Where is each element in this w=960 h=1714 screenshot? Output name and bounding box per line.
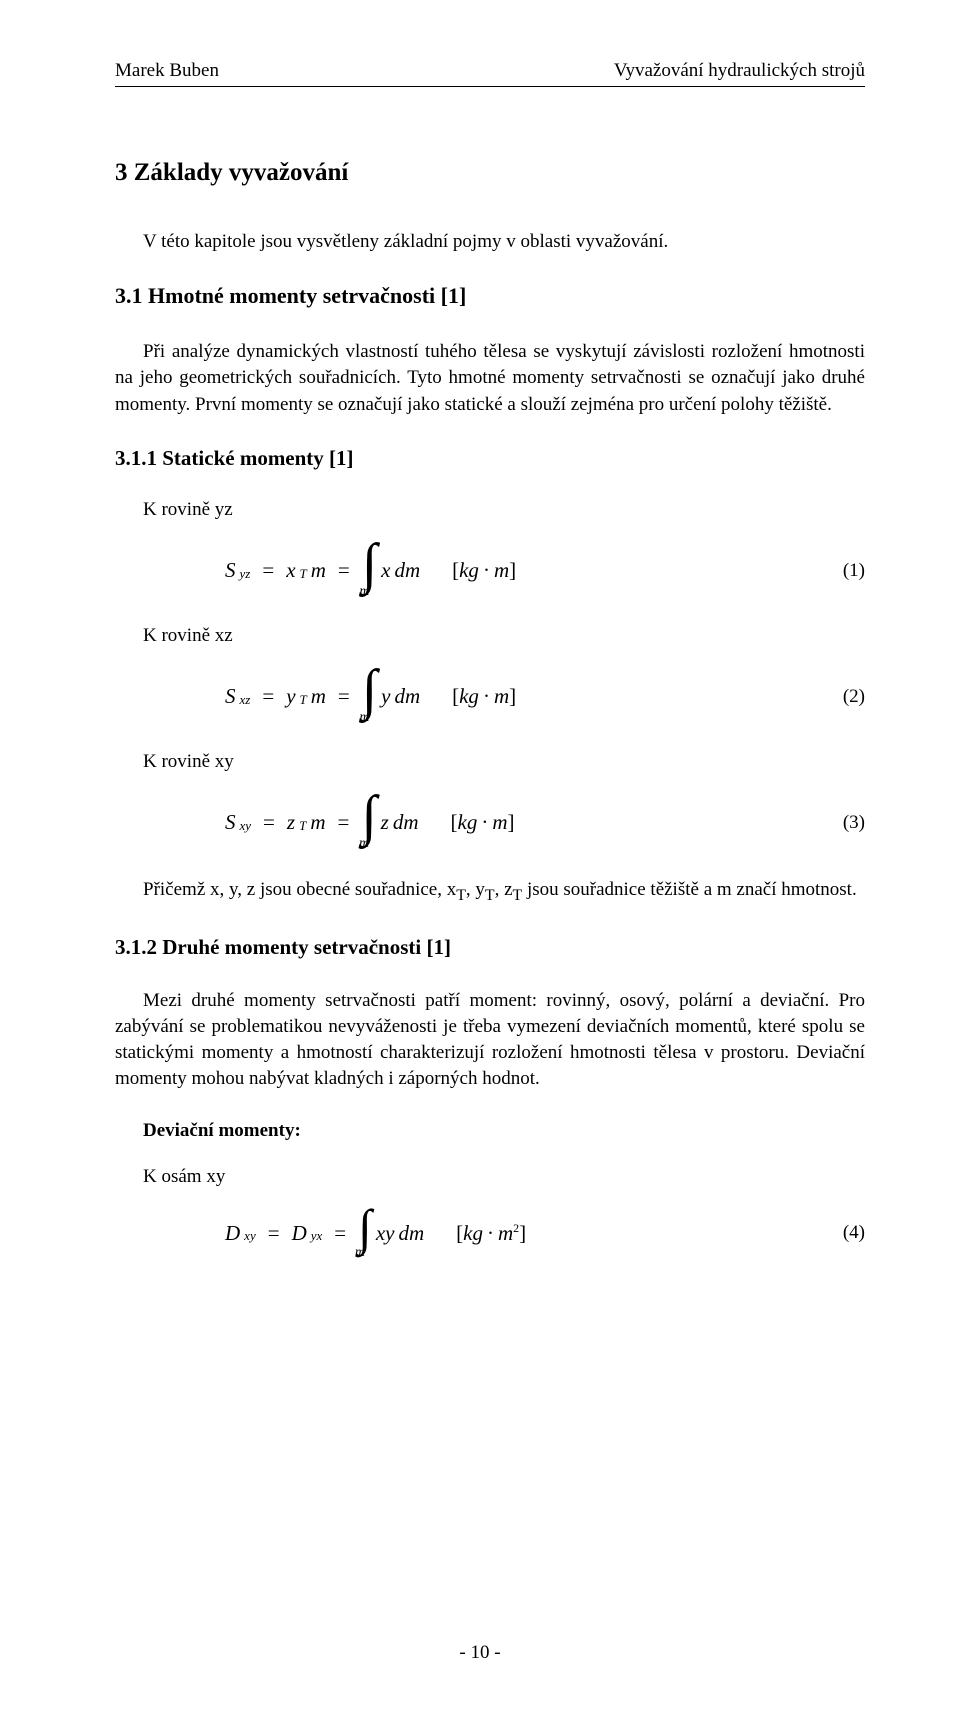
- eq3-intlimit: m: [359, 837, 369, 851]
- page-header: Marek Buben Vyvažování hydraulických str…: [115, 60, 865, 82]
- eq4-number: (4): [817, 1222, 865, 1244]
- eq1-Ssub: yz: [240, 566, 251, 582]
- eq4-intlimit: m: [355, 1246, 365, 1260]
- eq3-dm: dm: [393, 810, 419, 835]
- eq4-D1sub: xy: [244, 1228, 256, 1244]
- section-3-1-2-heading: 3.1.2 Druhé momenty setrvačnosti [1]: [115, 935, 865, 960]
- header-title: Vyvažování hydraulických strojů: [614, 60, 865, 82]
- eq2-m: m: [311, 684, 326, 709]
- header-author: Marek Buben: [115, 60, 219, 82]
- label-axes-xy: K osám xy: [115, 1166, 865, 1188]
- eq4-unit: [kg·m2]: [456, 1221, 526, 1246]
- equation-2: Sxz = yTm = ∫ m ydm [kg·m] (2): [115, 659, 865, 735]
- eq4-D2: D: [292, 1221, 307, 1246]
- eq3-unit: [kg·m]: [451, 810, 515, 835]
- equation-4: Dxy = Dyx = ∫ m xydm [kg·m2] (4): [115, 1200, 865, 1266]
- eq2-equals-1: =: [254, 684, 282, 709]
- eq3-equals-2: =: [329, 810, 357, 835]
- eq1-equals-1: =: [254, 558, 282, 583]
- eq2-dm: dm: [394, 684, 420, 709]
- eq3-number: (3): [817, 812, 865, 834]
- label-xy: K rovině xy: [115, 751, 865, 773]
- section-3-heading: 3 Základy vyvažování: [115, 159, 865, 187]
- label-xz: K rovině xz: [115, 625, 865, 647]
- eq1-S: S: [225, 558, 236, 583]
- eq3-xTsub: T: [299, 818, 306, 834]
- integral-sign-icon: ∫: [361, 794, 376, 839]
- eq1-unit: [kg·m]: [452, 558, 516, 583]
- eq2-number: (2): [817, 686, 865, 708]
- eq2-xTsub: T: [300, 692, 307, 708]
- eq4-equals-1: =: [260, 1221, 288, 1246]
- eq1-dm: dm: [394, 558, 420, 583]
- eq1-intlimit: m: [359, 585, 369, 599]
- eq1-equals-2: =: [330, 558, 358, 583]
- eq1-xTsub: T: [300, 566, 307, 582]
- eq2-unit: [kg·m]: [452, 684, 516, 709]
- eq2-xT: y: [286, 684, 295, 709]
- eq1-xT: x: [286, 558, 295, 583]
- page-footer: - 10 -: [0, 1642, 960, 1664]
- section-3-1-1-closing: Přičemž x, y, z jsou obecné souřadnice, …: [115, 877, 865, 907]
- section-3-1-1-heading: 3.1.1 Statické momenty [1]: [115, 446, 865, 471]
- eq4-equals-2: =: [326, 1221, 354, 1246]
- eq1-number: (1): [817, 560, 865, 582]
- eq4-dm: dm: [398, 1221, 424, 1246]
- equation-1: Syz = xTm = ∫ m xdm [kg·m] (1): [115, 533, 865, 609]
- eq3-S: S: [225, 810, 236, 835]
- label-yz: K rovině yz: [115, 499, 865, 521]
- integral-sign-icon: ∫: [358, 1207, 372, 1248]
- integral-sign-icon: ∫: [362, 668, 377, 713]
- section-3-1-para: Při analýze dynamických vlastností tuhéh…: [115, 339, 865, 418]
- eq3-Ssub: xy: [240, 818, 252, 834]
- eq1-m: m: [311, 558, 326, 583]
- section-3-1-2-para: Mezi druhé momenty setrvačnosti patří mo…: [115, 988, 865, 1093]
- integral-sign-icon: ∫: [362, 542, 377, 587]
- eq2-equals-2: =: [330, 684, 358, 709]
- eq1-intvar: x: [381, 558, 390, 583]
- section-3-1-heading: 3.1 Hmotné momenty setrvačnosti [1]: [115, 283, 865, 309]
- header-divider: [115, 86, 865, 87]
- equation-3: Sxy = zTm = ∫ m zdm [kg·m] (3): [115, 785, 865, 861]
- eq2-Ssub: xz: [240, 692, 251, 708]
- section-3-intro: V této kapitole jsou vysvětleny základní…: [115, 229, 865, 255]
- eq3-integral: ∫ m: [361, 794, 376, 851]
- eq3-equals-1: =: [255, 810, 283, 835]
- eq4-D1: D: [225, 1221, 240, 1246]
- eq2-intvar: y: [381, 684, 390, 709]
- eq4-D2sub: yx: [311, 1228, 323, 1244]
- eq3-m: m: [310, 810, 325, 835]
- eq4-integral: ∫ m: [358, 1207, 372, 1260]
- eq2-integral: ∫ m: [362, 668, 377, 725]
- eq1-integral: ∫ m: [362, 542, 377, 599]
- eq3-xT: z: [287, 810, 295, 835]
- eq4-intvar: xy: [376, 1221, 395, 1246]
- eq2-S: S: [225, 684, 236, 709]
- eq2-intlimit: m: [359, 711, 369, 725]
- eq3-intvar: z: [381, 810, 389, 835]
- deviation-moments-label: Deviační momenty:: [115, 1120, 865, 1142]
